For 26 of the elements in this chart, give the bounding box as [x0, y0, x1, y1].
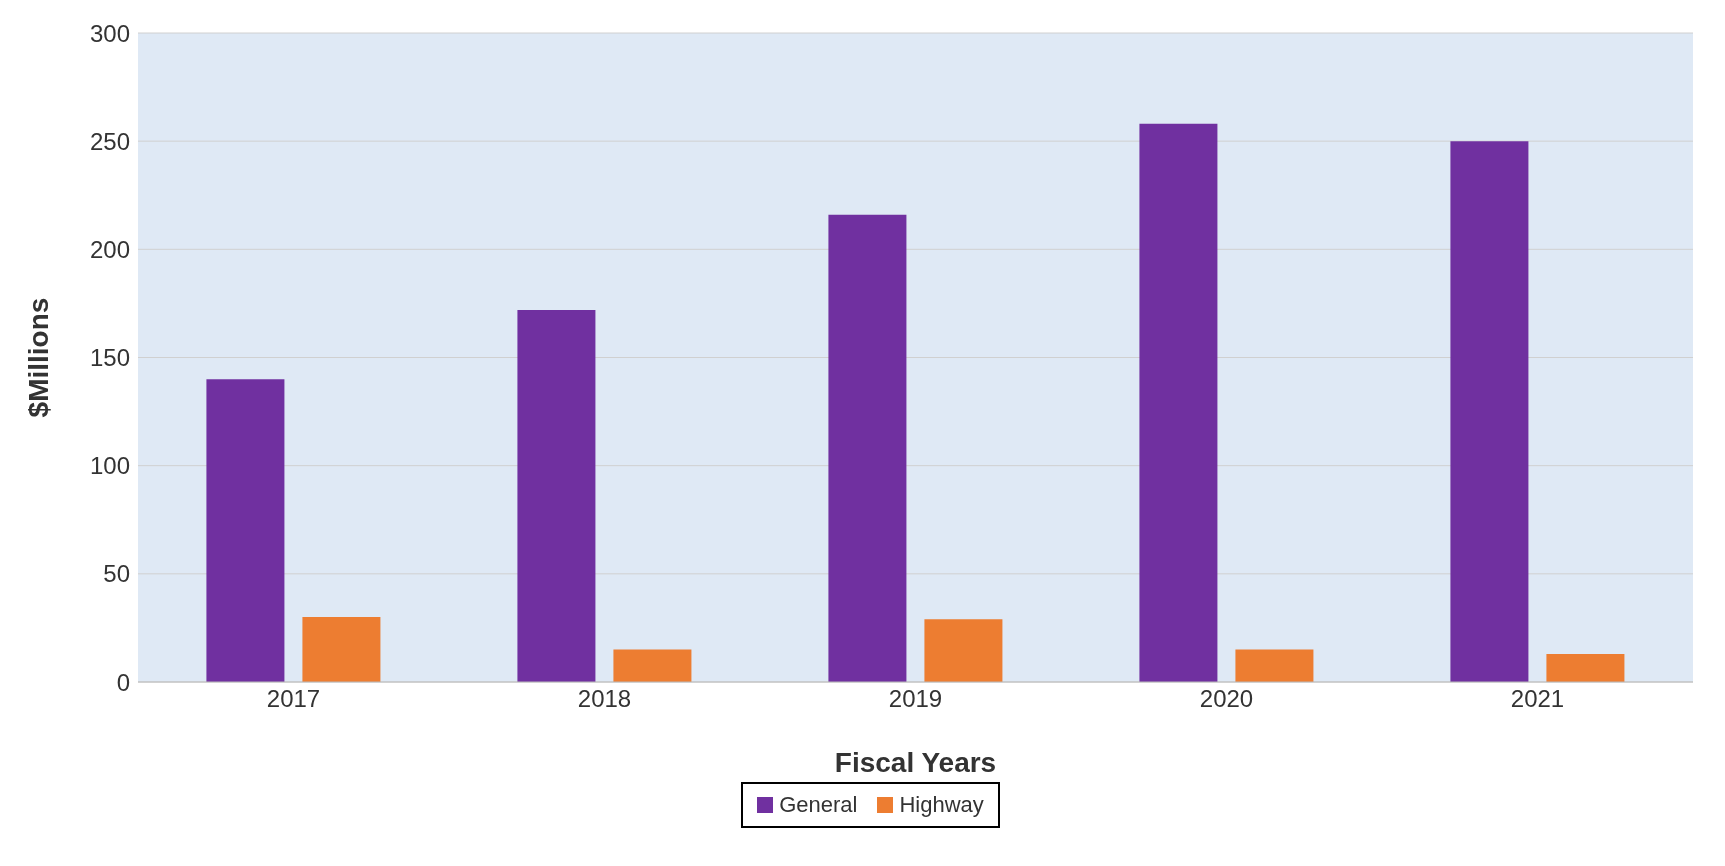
x-tick-label: 2018 — [577, 685, 632, 713]
x-tick-label: 2019 — [888, 685, 943, 713]
bar — [828, 214, 907, 682]
bar — [517, 309, 596, 682]
y-tick-label: 100 — [89, 452, 130, 480]
bar — [302, 617, 381, 682]
y-tick-label: 200 — [89, 235, 130, 263]
bar — [1546, 653, 1625, 682]
bar — [1235, 649, 1314, 682]
y-tick-label: 50 — [103, 560, 130, 588]
x-tick-label: 2021 — [1510, 685, 1565, 713]
bar — [206, 379, 285, 682]
bar — [924, 619, 1003, 682]
y-tick-label: 250 — [89, 127, 130, 155]
x-axis-title: Fiscal Years — [834, 747, 997, 778]
y-tick-label: 150 — [89, 344, 130, 372]
x-tick-label: 2017 — [266, 685, 321, 713]
x-tick-label: 2020 — [1199, 685, 1254, 713]
bar — [613, 649, 692, 682]
legend-label: Highway — [898, 792, 984, 818]
y-axis-title: $Millions — [22, 297, 54, 418]
legend-label: General — [778, 792, 858, 818]
bar — [1139, 123, 1218, 682]
y-tick-label: 0 — [116, 668, 130, 696]
y-tick-label: 300 — [89, 19, 130, 47]
bar — [1450, 141, 1529, 682]
